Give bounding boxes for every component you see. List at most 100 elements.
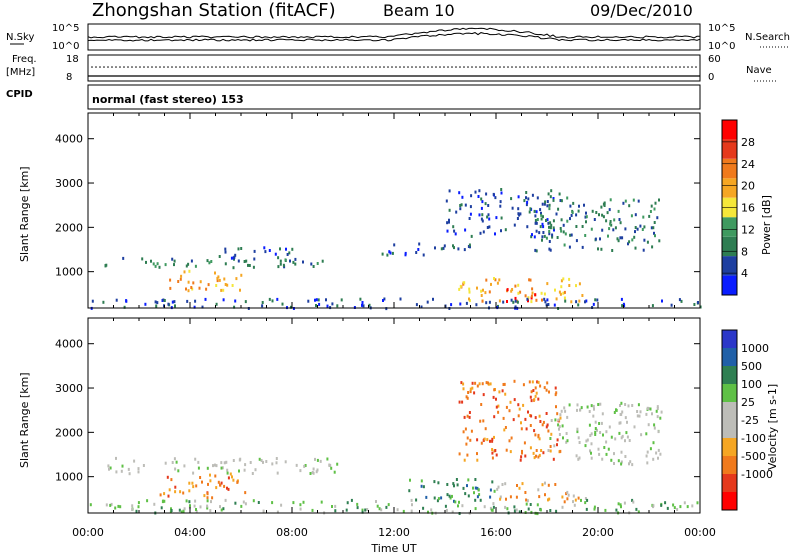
nave-point bbox=[239, 66, 241, 68]
data-cell bbox=[536, 512, 539, 516]
data-cell bbox=[199, 280, 202, 284]
data-cell bbox=[254, 468, 257, 472]
data-cell bbox=[585, 220, 587, 224]
data-cell bbox=[220, 508, 223, 512]
data-cell bbox=[584, 501, 587, 505]
data-cell bbox=[545, 236, 548, 240]
data-cell bbox=[533, 456, 536, 460]
data-cell bbox=[660, 503, 663, 507]
data-cell bbox=[240, 504, 243, 508]
data-cell bbox=[105, 503, 108, 507]
noise-traces bbox=[87, 27, 701, 42]
data-cell bbox=[534, 219, 537, 222]
data-cell bbox=[481, 299, 484, 303]
data-cell bbox=[568, 403, 571, 407]
data-cell bbox=[627, 404, 630, 408]
data-cell bbox=[530, 294, 533, 298]
nave-point bbox=[115, 66, 117, 68]
nave-point bbox=[647, 66, 649, 68]
data-cell bbox=[102, 300, 105, 304]
nave-point bbox=[467, 66, 469, 68]
data-cell bbox=[489, 439, 491, 443]
data-cell bbox=[609, 198, 612, 202]
data-cell bbox=[566, 490, 569, 494]
data-cell bbox=[624, 416, 627, 420]
nave-point bbox=[107, 66, 109, 68]
data-cell bbox=[565, 492, 568, 496]
nsearch-trace bbox=[87, 32, 701, 42]
data-cell bbox=[558, 192, 561, 196]
data-cell bbox=[201, 480, 203, 484]
nave-point bbox=[199, 66, 201, 68]
data-cell bbox=[577, 436, 580, 440]
data-cell bbox=[500, 191, 503, 195]
data-cell bbox=[616, 237, 619, 241]
data-cell bbox=[649, 447, 652, 451]
velocity-axes: 1000 2000 3000 4000 bbox=[55, 318, 701, 513]
data-cell bbox=[505, 497, 507, 501]
data-cell bbox=[577, 303, 580, 307]
data-cell bbox=[466, 436, 469, 440]
data-cell bbox=[570, 233, 573, 237]
data-cell bbox=[536, 218, 539, 221]
data-cell bbox=[224, 498, 227, 502]
colorbar-tick-label: 12 bbox=[741, 223, 755, 236]
data-cell bbox=[326, 304, 329, 308]
data-cell bbox=[610, 435, 613, 439]
data-cell bbox=[520, 455, 523, 459]
data-cell bbox=[597, 403, 600, 406]
data-cell bbox=[631, 238, 634, 242]
data-cell bbox=[594, 237, 597, 241]
data-cell bbox=[549, 221, 552, 225]
data-cell bbox=[566, 497, 569, 501]
data-cell bbox=[453, 499, 455, 503]
data-cell bbox=[556, 438, 559, 442]
data-cell bbox=[617, 209, 620, 213]
data-cell bbox=[445, 508, 448, 512]
data-cell bbox=[445, 199, 448, 203]
data-cell bbox=[274, 252, 277, 256]
data-cell bbox=[170, 478, 173, 482]
data-cell bbox=[646, 461, 649, 465]
data-cell bbox=[205, 287, 208, 291]
data-cell bbox=[417, 248, 420, 251]
data-cell bbox=[146, 499, 149, 503]
nave-point bbox=[375, 66, 377, 68]
data-cell bbox=[378, 507, 381, 511]
data-cell bbox=[410, 498, 413, 502]
data-cell bbox=[566, 415, 569, 419]
nave-point bbox=[223, 66, 225, 68]
data-cell bbox=[248, 264, 251, 267]
data-cell bbox=[328, 463, 331, 467]
data-cell bbox=[622, 302, 625, 306]
data-cell bbox=[422, 253, 425, 257]
data-cell bbox=[601, 457, 604, 461]
data-cell bbox=[326, 457, 329, 461]
data-cell bbox=[467, 494, 470, 498]
data-cell bbox=[276, 510, 279, 514]
data-cell bbox=[599, 402, 602, 406]
colorbar-segment bbox=[722, 275, 737, 295]
data-cell bbox=[409, 478, 411, 482]
data-cell bbox=[222, 288, 225, 292]
data-cell bbox=[647, 423, 650, 427]
data-cell bbox=[411, 503, 413, 507]
nave-point bbox=[583, 66, 585, 68]
data-cell bbox=[666, 506, 669, 510]
data-cell bbox=[509, 495, 512, 499]
data-cell bbox=[448, 494, 451, 498]
data-cell bbox=[480, 197, 483, 201]
data-cell bbox=[240, 247, 243, 250]
data-cell bbox=[628, 204, 631, 208]
data-cell bbox=[162, 298, 165, 302]
data-cell bbox=[478, 213, 481, 217]
data-cell bbox=[585, 507, 588, 511]
data-cell bbox=[498, 299, 501, 303]
data-cell bbox=[193, 305, 196, 309]
data-cell bbox=[227, 487, 230, 491]
data-cell bbox=[279, 259, 282, 263]
data-cell bbox=[573, 503, 576, 507]
data-cell bbox=[437, 497, 440, 501]
data-cell bbox=[524, 454, 527, 458]
data-cell bbox=[175, 460, 178, 464]
